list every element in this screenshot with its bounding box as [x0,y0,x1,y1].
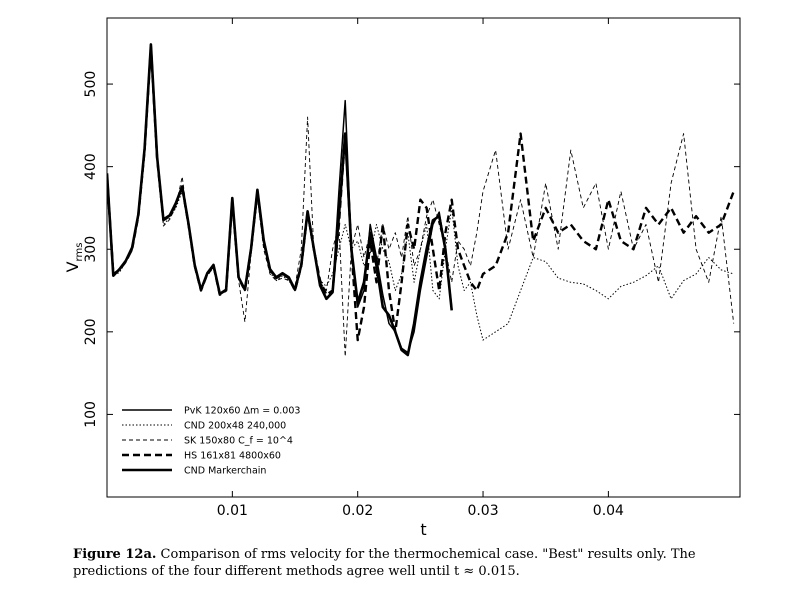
x-tick-label: 0.01 [217,503,248,519]
legend-label: CND Markerchain [184,466,266,477]
x-tick-label: 0.03 [467,503,498,519]
legend-label: CND 200x48 240,000 [184,421,286,432]
axis-ticks: 0.01 0.02 0.03 0.04 100 200 300 400 500 [83,18,740,519]
y-tick-label: 400 [83,153,99,180]
caption-text: Comparison of rms velocity for the therm… [73,547,696,579]
series-line-5 [107,43,453,357]
x-tick-label: 0.04 [593,503,624,519]
y-axis-label-main: V [63,261,82,272]
y-tick-label: 300 [83,236,99,263]
y-axis-label-sub: rms [74,243,85,262]
chart: 0.01 0.02 0.03 0.04 100 200 300 400 500 t Vrms P… [63,17,741,539]
legend-label: PvK 120x60 Δm = 0.003 [184,406,300,417]
y-tick-label: 500 [83,71,99,98]
series-line-4 [107,45,735,342]
legend-label: SK 150x80 C_f = 10^4 [184,436,293,447]
y-axis-label: Vrms [63,243,85,273]
legend-label: HS 161x81 4800x60 [184,451,281,462]
y-tick-label: 200 [83,318,99,345]
caption-label: Figure 12a. [73,547,157,562]
figure-caption: Figure 12a. Comparison of rms velocity f… [73,546,763,580]
y-tick-label: 100 [83,401,99,428]
x-axis-label: t [420,520,426,539]
plot-frame [106,17,741,498]
series-line-2 [107,50,734,341]
x-tick-label: 0.02 [342,503,373,519]
legend: PvK 120x60 Δm = 0.003 CND 200x48 240,000 S… [122,406,300,477]
series-line-1 [107,46,453,354]
series-lines [107,43,735,358]
series-line-3 [107,50,735,358]
